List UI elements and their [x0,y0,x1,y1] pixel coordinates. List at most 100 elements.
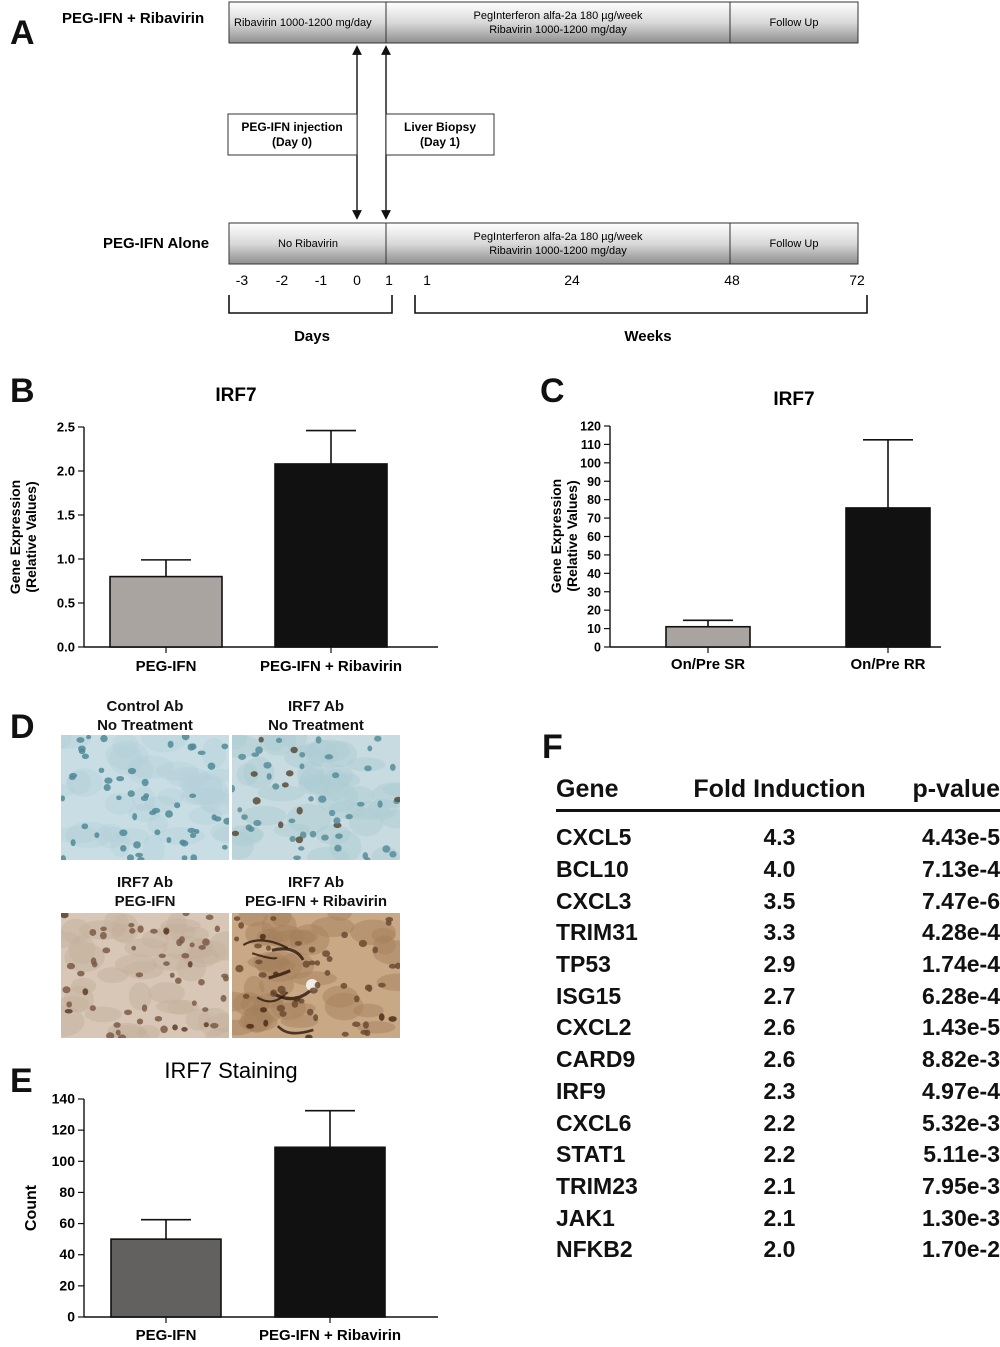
cell-nucleus [378,982,386,988]
tissue-texture [346,757,386,772]
tissue-texture [141,735,188,753]
cell-nucleus [198,978,205,986]
tissue-texture [238,913,268,927]
cell-nucleus [232,830,240,837]
cell-nucleus [259,933,266,940]
cell-nucleus [394,796,400,802]
tissue-texture [61,826,101,844]
y-tick-label: 10 [587,622,601,636]
tissue-texture [97,967,129,983]
cell-nucleus [242,993,250,999]
cell-nucleus [234,936,240,942]
cell-nucleus [117,1034,127,1038]
micrograph-label: IRF7 Ab PEG-IFN [61,873,229,911]
cell-nucleus [294,941,303,946]
micrograph-label: Control Ab No Treatment [61,697,229,735]
tissue-texture [179,769,203,794]
tissue-texture [61,931,81,949]
tissue-texture [201,737,227,770]
cell-nucleus [288,818,296,824]
cell-nucleus [356,801,365,807]
cell-nucleus [309,830,317,838]
tissue-texture [157,788,185,806]
cell-nucleus [197,750,206,756]
cell-nucleus [126,854,135,860]
days-label: Days [294,328,330,345]
cell-nucleus [335,833,343,839]
cell-nucleus [89,1005,96,1012]
row2-timeline-bar [228,222,859,265]
micrograph-control-no-treatment [61,735,229,860]
cell-fold-induction: 2.1 [763,1172,796,1199]
cell-gene: ISG15 [556,982,622,1009]
cell-nucleus [270,916,277,921]
table-row: CARD9 2.6 8.82e-3 [556,1044,1000,1076]
cell-nucleus [158,953,166,959]
y-tick-label: 80 [587,493,601,507]
cell-nucleus [238,753,247,760]
cell-nucleus [100,926,107,932]
cell-nucleus [253,819,262,827]
tissue-texture [255,958,296,974]
y-tick-label: 0 [594,641,601,655]
cell-nucleus [174,802,181,809]
row1-segment-peginterferon: PegInterferon alfa-2a 180 µg/week [473,10,643,22]
y-tick-label: 2.0 [57,464,75,479]
row1-timeline-bar [228,1,859,44]
cell-nucleus [135,852,144,858]
cell-nucleus [163,928,170,935]
tissue-texture [372,940,400,965]
x-tick-label: PEG-IFN + Ribavirin [259,1327,401,1344]
tissue-texture [380,809,400,829]
bar [109,575,223,648]
cell-nucleus [127,790,135,798]
cell-nucleus [258,736,264,743]
tissue-texture [197,1007,229,1037]
cell-nucleus [305,1034,313,1038]
cell-nucleus [255,959,263,965]
tissue-texture [322,740,358,768]
cell-p-value: 4.28e-4 [921,919,1000,946]
cell-nucleus [124,1009,133,1016]
cell-nucleus [263,1019,269,1027]
tissue-texture [245,921,277,947]
tissue-texture [343,786,375,806]
cell-nucleus [202,938,210,946]
cell-nucleus [308,960,316,966]
tissue-texture [127,757,154,784]
micrograph-label: IRF7 Ab No Treatment [232,697,400,735]
cell-gene: IRF9 [556,1077,606,1104]
cell-nucleus [250,771,258,777]
cell-fold-induction: 2.3 [763,1077,796,1104]
cell-nucleus [254,943,262,949]
cell-nucleus [308,946,316,953]
table-row: CXCL3 3.5 7.47e-6 [556,885,1000,917]
cell-nucleus [265,945,271,951]
cell-nucleus [255,746,263,754]
cell-nucleus [314,981,321,989]
tissue-texture [236,763,259,786]
injection-box-line2: (Day 0) [272,135,312,149]
y-tick-label: 140 [52,1091,76,1107]
cell-nucleus [174,977,182,984]
tissue-texture [166,913,187,939]
y-tick-label: 1.5 [57,508,75,523]
cell-nucleus [364,857,371,860]
cell-nucleus [180,840,189,847]
cell-nucleus [233,916,241,921]
cell-gene: CXCL3 [556,887,632,914]
micrograph-label-line2: No Treatment [97,717,193,734]
header-fold-induction: Fold Induction [693,775,866,803]
cell-nucleus [273,971,279,977]
tissue-texture [61,735,72,750]
tissue-texture [155,999,199,1014]
cell-nucleus [334,844,342,852]
tissue-texture [141,929,170,949]
week-tick-label: 24 [564,272,580,288]
cell-nucleus [189,832,197,839]
tissue-texture [324,992,364,1021]
cell-nucleus [165,810,173,818]
tissue-texture [232,825,263,847]
cell-nucleus [245,824,253,831]
tissue-texture [280,1014,319,1028]
